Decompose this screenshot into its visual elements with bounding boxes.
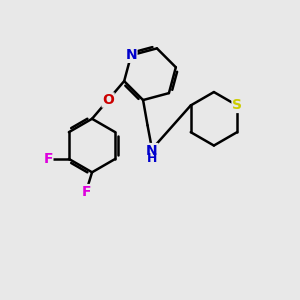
Text: N: N — [146, 144, 158, 158]
Text: H: H — [147, 152, 157, 165]
Text: N: N — [125, 48, 137, 62]
Text: S: S — [232, 98, 242, 112]
Text: O: O — [102, 93, 114, 107]
Text: F: F — [81, 184, 91, 199]
Text: F: F — [43, 152, 53, 166]
